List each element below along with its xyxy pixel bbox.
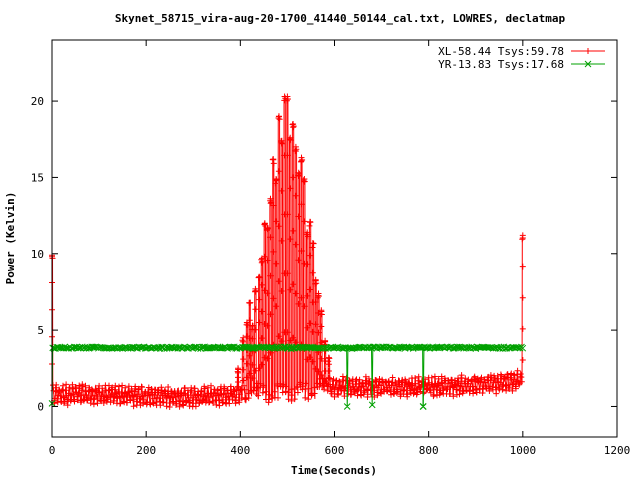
legend-marker bbox=[585, 48, 591, 54]
x-tick-label: 600 bbox=[325, 444, 345, 457]
legend-label: YR-13.83 Tsys:17.68 bbox=[438, 58, 564, 71]
y-tick-label: 20 bbox=[31, 95, 44, 108]
series-xl-markers bbox=[49, 93, 526, 410]
y-tick-label: 0 bbox=[37, 400, 44, 413]
x-tick-label: 800 bbox=[419, 444, 439, 457]
legend-label: XL-58.44 Tsys:59.78 bbox=[438, 45, 564, 58]
y-tick-label: 15 bbox=[31, 171, 44, 184]
x-tick-label: 0 bbox=[49, 444, 56, 457]
x-tick-label: 400 bbox=[230, 444, 250, 457]
legend-marker bbox=[584, 60, 592, 68]
chart-title: Skynet_58715_vira-aug-20-1700_41440_5014… bbox=[115, 12, 566, 25]
x-tick-label: 1000 bbox=[510, 444, 537, 457]
x-tick-label: 1200 bbox=[604, 444, 631, 457]
series-xl-line bbox=[51, 96, 524, 408]
y-tick-label: 5 bbox=[37, 324, 44, 337]
plot-frame bbox=[51, 39, 618, 438]
x-tick-label: 200 bbox=[136, 444, 156, 457]
x-axis-label: Time(Seconds) bbox=[291, 464, 377, 477]
y-axis-label: Power (Kelvin) bbox=[4, 192, 17, 285]
y-tick-label: 10 bbox=[31, 248, 44, 261]
